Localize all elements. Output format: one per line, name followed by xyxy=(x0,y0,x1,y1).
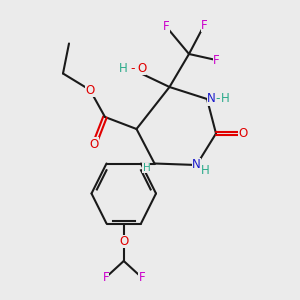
Text: H: H xyxy=(220,92,230,106)
Text: F: F xyxy=(213,53,219,67)
Text: -: - xyxy=(215,92,220,106)
Text: F: F xyxy=(163,20,170,34)
Text: N: N xyxy=(207,92,216,106)
Text: N: N xyxy=(192,158,201,172)
Text: O: O xyxy=(238,127,247,140)
Text: O: O xyxy=(85,83,94,97)
Text: H: H xyxy=(201,164,210,178)
Text: F: F xyxy=(138,271,145,284)
Text: F: F xyxy=(201,19,207,32)
Text: -: - xyxy=(130,62,135,75)
Text: H: H xyxy=(142,163,150,173)
Text: H: H xyxy=(118,62,127,75)
Text: O: O xyxy=(90,137,99,151)
Text: O: O xyxy=(137,62,146,75)
Text: F: F xyxy=(102,271,109,284)
Text: O: O xyxy=(119,235,128,248)
